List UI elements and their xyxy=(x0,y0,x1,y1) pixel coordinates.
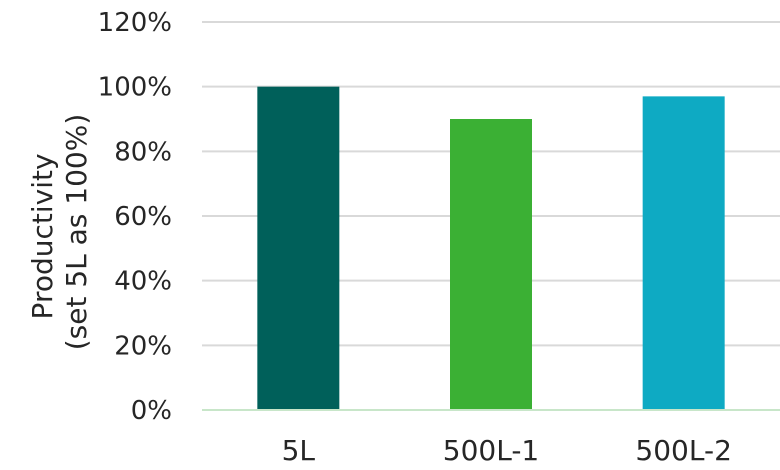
y-tick-label: 60% xyxy=(114,202,172,232)
x-category-label: 5L xyxy=(282,434,316,467)
y-tick-label: 120% xyxy=(98,8,172,38)
y-tick-label: 80% xyxy=(114,137,172,167)
bar-500l-2 xyxy=(642,96,725,410)
y-axis-ticks: 0% 20% 40% 60% 80% 100% 120% xyxy=(98,8,172,426)
x-axis-categories: 5L 500L-1 500L-2 xyxy=(282,434,732,467)
y-tick-label: 0% xyxy=(131,396,172,426)
y-axis-title-line-1: Productivity xyxy=(26,153,59,319)
x-category-label: 500L-2 xyxy=(635,434,731,467)
y-axis-title-line-2: (set 5L as 100%) xyxy=(60,114,93,351)
y-tick-label: 20% xyxy=(114,331,172,361)
y-tick-label: 100% xyxy=(98,73,172,103)
y-axis-title: Productivity (set 5L as 100%) xyxy=(26,114,93,351)
x-category-label: 500L-1 xyxy=(443,434,539,467)
y-tick-label: 40% xyxy=(114,267,172,297)
bars xyxy=(257,86,725,411)
bar-5l xyxy=(257,86,340,411)
bar-500l-1 xyxy=(450,119,532,410)
